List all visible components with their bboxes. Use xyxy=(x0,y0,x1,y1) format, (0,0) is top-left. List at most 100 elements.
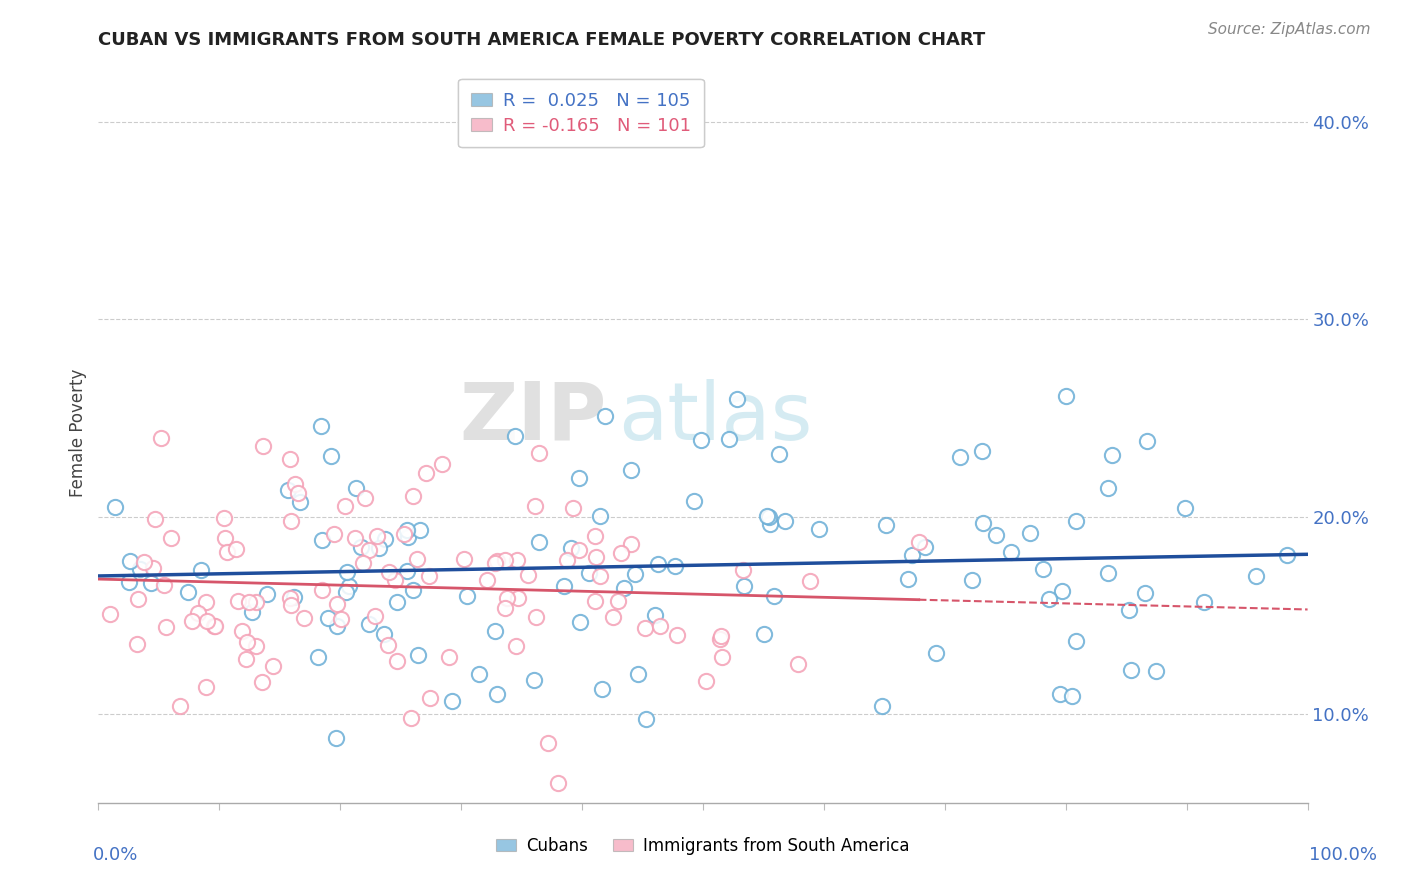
Point xyxy=(710,629,733,643)
Point xyxy=(195,595,218,609)
Point xyxy=(949,450,972,465)
Point xyxy=(395,564,418,578)
Point xyxy=(495,591,517,606)
Point xyxy=(235,652,257,666)
Point xyxy=(972,443,994,458)
Point xyxy=(326,619,349,633)
Text: 0.0%: 0.0% xyxy=(93,846,138,863)
Point xyxy=(104,500,127,514)
Point xyxy=(484,624,506,639)
Point xyxy=(176,584,198,599)
Point xyxy=(506,552,529,566)
Point xyxy=(527,445,550,459)
Point xyxy=(280,514,302,528)
Point xyxy=(1064,634,1087,648)
Point xyxy=(316,611,339,625)
Point xyxy=(585,549,607,564)
Point xyxy=(292,611,315,625)
Point xyxy=(343,532,366,546)
Point xyxy=(235,635,257,649)
Point xyxy=(252,439,274,453)
Point xyxy=(1136,434,1159,448)
Point xyxy=(875,517,897,532)
Point xyxy=(280,598,302,612)
Point xyxy=(118,574,141,589)
Point xyxy=(256,587,278,601)
Point xyxy=(204,619,226,633)
Point xyxy=(453,551,475,566)
Point xyxy=(335,499,357,513)
Point xyxy=(1275,548,1298,562)
Point xyxy=(925,646,948,660)
Point xyxy=(367,541,389,555)
Point xyxy=(914,540,936,554)
Point xyxy=(773,514,796,528)
Point xyxy=(486,554,509,568)
Point xyxy=(396,523,419,537)
Point xyxy=(907,534,929,549)
Point xyxy=(250,674,273,689)
Point xyxy=(212,510,235,524)
Point xyxy=(593,409,616,423)
Point xyxy=(610,546,633,560)
Point xyxy=(160,531,183,545)
Point xyxy=(1000,545,1022,559)
Point xyxy=(527,535,550,549)
Point xyxy=(150,431,173,445)
Point xyxy=(644,608,666,623)
Point xyxy=(689,434,711,448)
Point xyxy=(1118,602,1140,616)
Point xyxy=(711,650,734,665)
Point xyxy=(984,528,1007,542)
Text: ZIP: ZIP xyxy=(458,379,606,457)
Point xyxy=(155,620,177,634)
Point xyxy=(537,736,560,750)
Point xyxy=(143,512,166,526)
Point xyxy=(583,529,606,543)
Point xyxy=(357,616,380,631)
Point xyxy=(374,532,396,546)
Point xyxy=(733,563,755,577)
Point xyxy=(756,508,779,523)
Point xyxy=(287,485,309,500)
Point xyxy=(524,610,547,624)
Point xyxy=(1019,525,1042,540)
Point xyxy=(485,687,508,701)
Point xyxy=(125,636,148,650)
Point xyxy=(1174,501,1197,516)
Point xyxy=(561,501,583,516)
Point xyxy=(98,607,121,621)
Point xyxy=(262,658,284,673)
Point xyxy=(134,555,156,569)
Point xyxy=(419,691,441,706)
Point xyxy=(437,650,460,665)
Point xyxy=(606,594,628,608)
Point xyxy=(344,481,367,495)
Point xyxy=(503,428,526,442)
Point xyxy=(225,541,247,556)
Point xyxy=(664,558,686,573)
Point xyxy=(752,627,775,641)
Point xyxy=(307,650,329,665)
Point xyxy=(718,433,741,447)
Point xyxy=(505,640,527,654)
Point xyxy=(195,680,218,694)
Point xyxy=(1049,687,1071,701)
Point xyxy=(475,573,498,587)
Point xyxy=(568,471,591,485)
Point xyxy=(335,585,357,599)
Point xyxy=(547,776,569,790)
Point xyxy=(401,711,423,725)
Point xyxy=(634,621,657,635)
Point xyxy=(560,541,582,555)
Point xyxy=(1064,514,1087,528)
Point xyxy=(494,601,516,615)
Point xyxy=(430,458,453,472)
Point xyxy=(768,447,790,461)
Point xyxy=(589,569,612,583)
Point xyxy=(808,522,831,536)
Point xyxy=(1135,586,1157,600)
Point xyxy=(787,657,810,671)
Point xyxy=(695,673,717,688)
Point xyxy=(647,557,669,571)
